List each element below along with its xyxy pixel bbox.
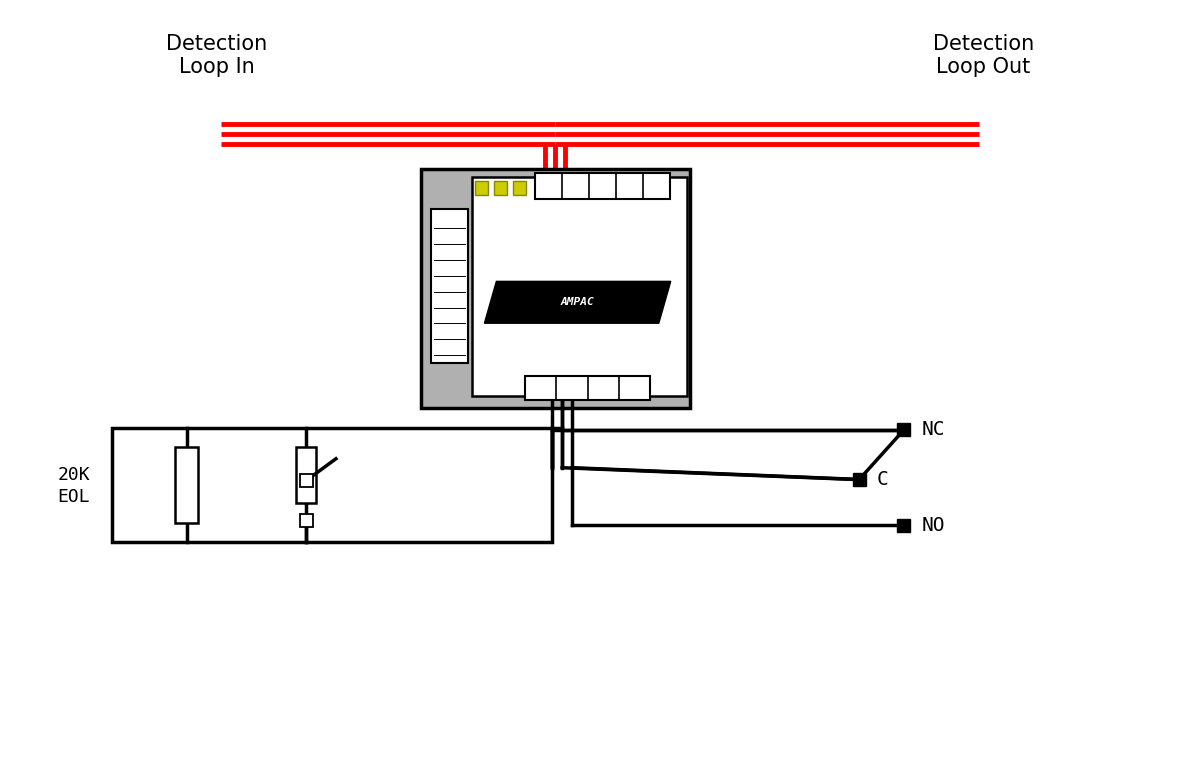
Bar: [300, 514, 312, 527]
Text: Input Switch: Input Switch: [323, 481, 432, 496]
Bar: [475, 180, 488, 194]
Bar: [473, 177, 686, 396]
Bar: [526, 376, 650, 400]
Text: C: C: [877, 470, 889, 489]
Text: NC: NC: [922, 420, 946, 439]
Bar: [296, 447, 316, 503]
Bar: [494, 180, 508, 194]
Text: Detection
Loop In: Detection Loop In: [166, 35, 268, 78]
Bar: [514, 180, 527, 194]
Text: Detection
Loop Out: Detection Loop Out: [932, 35, 1034, 78]
Polygon shape: [485, 281, 671, 323]
Bar: [898, 423, 911, 436]
Text: NO: NO: [922, 516, 946, 535]
Text: AMPAC: AMPAC: [560, 297, 594, 307]
Bar: [112, 428, 552, 542]
Bar: [300, 474, 312, 487]
Bar: [852, 473, 865, 486]
Bar: [898, 519, 911, 532]
Text: 20K
EOL: 20K EOL: [58, 465, 90, 506]
Bar: [535, 173, 670, 199]
Bar: [174, 447, 198, 523]
Bar: [431, 209, 468, 363]
Bar: [421, 169, 690, 408]
Text: 4K7: 4K7: [323, 458, 350, 473]
